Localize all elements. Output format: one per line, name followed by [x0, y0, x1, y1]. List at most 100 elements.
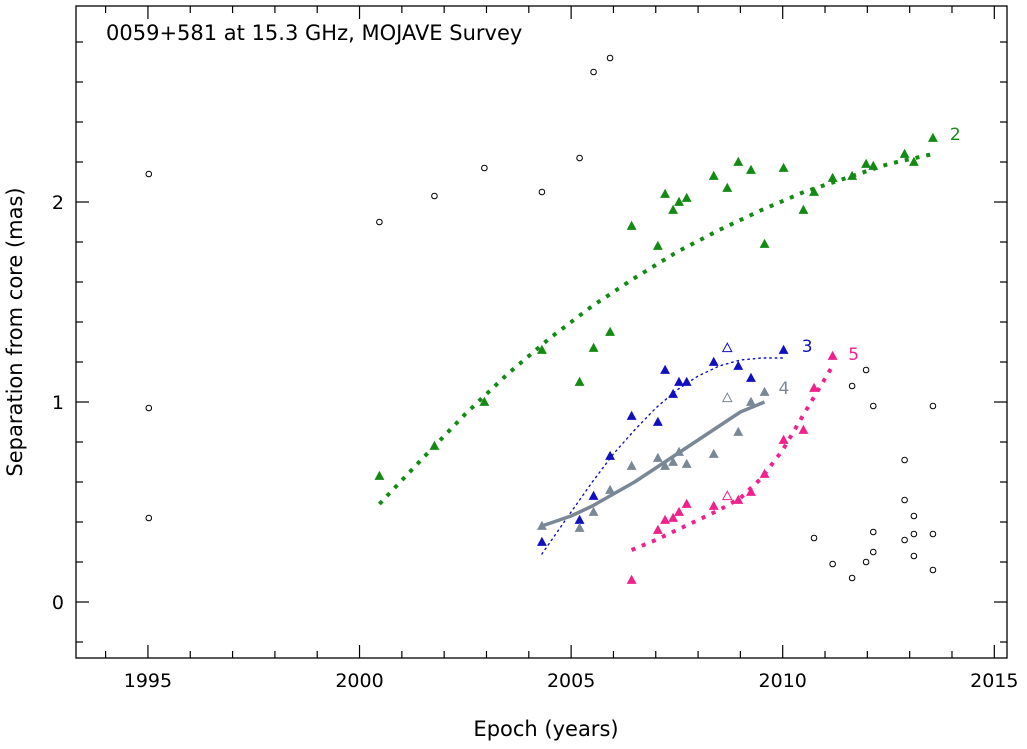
- component-3-data-point: [681, 376, 692, 386]
- component-2-data-point: [652, 240, 663, 250]
- component-5-data-point: [733, 494, 744, 504]
- data-point-unassigned: [869, 528, 877, 536]
- data-point-unassigned: [929, 402, 937, 410]
- data-points: [145, 54, 938, 584]
- component-2-data-point: [928, 132, 938, 142]
- component-2-data-point: [827, 172, 838, 182]
- data-point-unassigned: [590, 68, 597, 76]
- component-4-fit-line: [541, 400, 766, 528]
- x-axis-label: Epoch (years): [473, 717, 618, 741]
- y-tick-label: 0: [52, 592, 64, 614]
- component-5-data-point: [681, 498, 692, 508]
- component-5-data-point: [827, 350, 838, 360]
- data-point-unassigned: [145, 404, 153, 412]
- component-3-fit-line: [541, 357, 785, 555]
- component-5-data-point: [660, 514, 670, 524]
- component-3-data-point: [588, 490, 599, 500]
- component-3-data-point: [668, 388, 678, 398]
- component-3-data-point: [537, 536, 547, 546]
- component-2-data-point: [660, 188, 670, 198]
- component-4-data-point: [746, 396, 756, 406]
- fit-curves: [377, 152, 934, 555]
- data-point-unassigned: [145, 170, 153, 178]
- data-point-unassigned: [869, 548, 877, 556]
- component-2-data-point: [479, 396, 490, 406]
- component-5-data-point: [708, 500, 719, 510]
- data-point-unassigned: [538, 188, 546, 196]
- component-2-data-point: [674, 196, 684, 206]
- component-3-label: 3: [802, 337, 813, 357]
- component-5-data-point: [668, 512, 678, 522]
- data-point-unassigned: [910, 552, 918, 560]
- data-point-unassigned: [929, 566, 937, 574]
- component-4-data-point: [668, 456, 678, 466]
- component-4-data-point: [674, 446, 684, 456]
- component-2-data-point: [668, 204, 678, 214]
- component-2-data-point: [809, 186, 819, 196]
- data-point-unassigned: [481, 164, 488, 172]
- component-3-data-point: [574, 514, 585, 524]
- axis-ticks: 1995 2000 2005 2010 2015 0 1 2: [52, 6, 1018, 692]
- data-point-unassigned: [606, 54, 614, 62]
- data-point-unassigned: [145, 514, 153, 522]
- chart-title: 0059+581 at 15.3 GHz, MOJAVE Survey: [106, 21, 522, 45]
- component-2-label: 2: [950, 125, 961, 145]
- component-4-data-point: [681, 458, 692, 468]
- component-4-data-point: [708, 448, 719, 458]
- component-5-data-point: [674, 506, 684, 516]
- data-point-unassigned: [862, 558, 870, 566]
- component-3-data-point-open: [721, 342, 733, 353]
- data-point-unassigned: [431, 192, 438, 200]
- component-4-data-point: [605, 484, 615, 494]
- component-4-data-point: [660, 460, 670, 470]
- component-3-data-point: [733, 360, 744, 370]
- component-2-data-point: [681, 192, 692, 202]
- data-point-unassigned: [376, 218, 383, 226]
- component-3-data-point: [674, 376, 684, 386]
- component-3-data-point: [778, 344, 789, 354]
- data-point-unassigned: [862, 366, 870, 374]
- component-5-data-point: [746, 486, 756, 496]
- component-2-data-point: [537, 344, 547, 354]
- data-point-unassigned: [829, 560, 836, 568]
- data-point-unassigned: [901, 456, 908, 464]
- component-3-data-point: [652, 416, 663, 426]
- component-2-data-point: [868, 160, 879, 170]
- component-5-data-point: [778, 434, 789, 444]
- component-3-data-point: [660, 364, 670, 374]
- component-2-fit-line: [377, 152, 934, 506]
- component-4-data-point: [588, 506, 599, 516]
- data-point-unassigned: [910, 512, 918, 520]
- y-axis-label: Separation from core (mas): [3, 187, 27, 476]
- component-4-data-point: [759, 386, 770, 396]
- component-4-data-point: [574, 522, 585, 532]
- series-labels: 2 3 4 5: [778, 125, 960, 399]
- component-4-label: 4: [778, 379, 789, 399]
- y-tick-label: 1: [52, 392, 64, 414]
- x-tick-label: 2015: [970, 670, 1018, 692]
- component-3-data-point: [605, 450, 615, 460]
- data-point-unassigned: [848, 382, 856, 390]
- component-4-data-point: [626, 460, 637, 470]
- component-2-data-point: [574, 376, 585, 386]
- data-point-unassigned: [848, 574, 856, 582]
- component-2-data-point: [847, 170, 858, 180]
- x-tick-label: 2005: [547, 670, 595, 692]
- component-2-data-point: [746, 164, 756, 174]
- component-2-data-point: [626, 220, 637, 230]
- component-5-data-point: [759, 468, 770, 478]
- plot-frame: [75, 5, 1008, 659]
- x-tick-label: 2000: [335, 670, 383, 692]
- data-point-unassigned: [910, 530, 918, 538]
- component-5-label: 5: [848, 345, 859, 365]
- data-point-unassigned: [810, 534, 818, 542]
- component-2-data-point: [722, 182, 733, 192]
- data-point-unassigned: [576, 154, 583, 162]
- component-5-data-point: [798, 424, 809, 434]
- component-2-data-point: [778, 162, 789, 172]
- x-tick-label: 2010: [759, 670, 807, 692]
- component-2-data-point: [798, 204, 809, 214]
- x-tick-label: 1995: [124, 670, 172, 692]
- component-2-data-point: [733, 156, 744, 166]
